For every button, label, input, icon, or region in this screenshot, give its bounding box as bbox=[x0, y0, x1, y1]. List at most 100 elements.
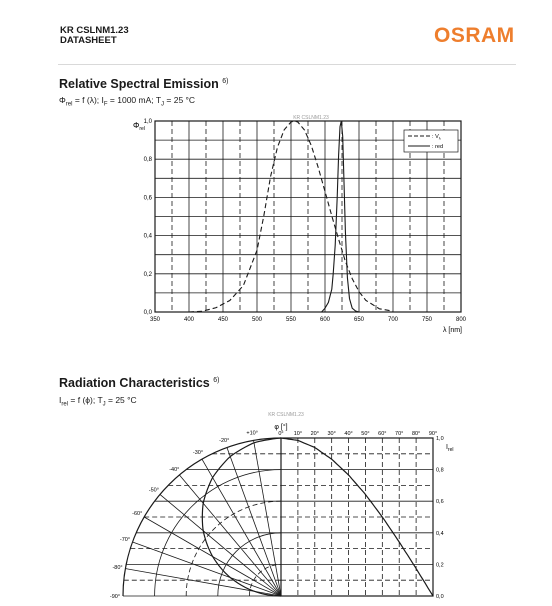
radiation-footnote-ref: 6) bbox=[213, 376, 220, 384]
polar-spoke bbox=[201, 458, 282, 597]
radiation-grid bbox=[122, 437, 434, 597]
legend-v-label-sub: λ bbox=[439, 136, 441, 141]
spectral-formula-end: = 25 °C bbox=[164, 95, 196, 105]
polar-circle-arc bbox=[154, 469, 282, 597]
spectral-formula-prefix-sub: rel bbox=[65, 101, 73, 108]
spectral-formula-prefix: Φ bbox=[59, 95, 66, 105]
legend-v-label: : Vλ bbox=[432, 134, 441, 141]
radiation-left-angle-label: -80° bbox=[112, 565, 122, 571]
spectral-legend: : Vλ : red bbox=[403, 129, 459, 153]
spectral-x-tick-label: 600 bbox=[320, 317, 331, 323]
spectral-x-tick-label: 550 bbox=[286, 317, 297, 323]
radiation-top-angle-label: 0° bbox=[278, 431, 283, 437]
product-name: KR CSLNM1.23 bbox=[60, 25, 129, 36]
radiation-top-angle-label: 40° bbox=[344, 431, 352, 437]
radiation-formula-temp-sub: J bbox=[102, 401, 106, 408]
spectral-footnote-ref: 6) bbox=[222, 77, 229, 85]
spectral-y-tick-label: 0,2 bbox=[144, 272, 153, 278]
spectral-section-title: Relative Spectral Emission 6) bbox=[59, 77, 229, 91]
radiation-title-text: Radiation Characteristics bbox=[59, 376, 210, 390]
radiation-y-axis-label: Irel bbox=[446, 444, 454, 453]
radiation-formula-prefix: I bbox=[59, 395, 62, 405]
radiation-left-angle-label: -20° bbox=[219, 438, 229, 444]
radiation-y-label-main: I bbox=[446, 444, 448, 451]
spectral-x-tick-label: 700 bbox=[388, 317, 399, 323]
spectral-x-tick-label: 750 bbox=[422, 317, 433, 323]
radiation-tick-labels: +10° -20° -30° -40° -50° -60° -70° -80° -90° 0° 10… bbox=[110, 431, 444, 600]
radiation-y-label-sub: rel bbox=[448, 447, 454, 453]
spectral-formula: Φrel = f (λ); IF = 1000 mA; TJ = 25 °C bbox=[59, 95, 195, 108]
radiation-formula: Irel = f (ϕ); TJ = 25 °C bbox=[59, 395, 137, 408]
spectral-formula-tail: = 1000 mA; T bbox=[107, 95, 162, 105]
radiation-left-angle-label: -70° bbox=[120, 537, 130, 543]
spectral-y-tick-label: 1,0 bbox=[144, 119, 153, 125]
radiation-top-angle-label: 50° bbox=[361, 431, 369, 437]
spectral-x-tick-label: 400 bbox=[184, 317, 195, 323]
radiation-top-angle-label: 10° bbox=[294, 431, 302, 437]
spectral-x-tick-label: 650 bbox=[354, 317, 365, 323]
spectral-formula-middle: = f (λ); I bbox=[72, 95, 104, 105]
radiation-top-angle-label: 20° bbox=[311, 431, 319, 437]
spectral-y-axis-label: Φrel bbox=[133, 121, 145, 132]
polar-spoke bbox=[179, 474, 282, 597]
spectral-formula-temp-sub: J bbox=[161, 101, 165, 108]
radiation-left-angle-label: -30° bbox=[193, 450, 203, 456]
spectral-x-tick-label: 350 bbox=[150, 317, 161, 323]
spectral-y-tick-label: 0,6 bbox=[144, 195, 153, 201]
radiation-y-tick-label: 0,0 bbox=[436, 594, 444, 600]
polar-spoke bbox=[253, 440, 282, 597]
header-divider bbox=[58, 64, 516, 65]
radiation-top-angle-label: 80° bbox=[412, 431, 420, 437]
radiation-top-angle-label: 60° bbox=[378, 431, 386, 437]
spectral-grid bbox=[154, 120, 462, 313]
radiation-y-tick-label: 0,8 bbox=[436, 468, 444, 474]
radiation-formula-end: = 25 °C bbox=[105, 395, 137, 405]
radiation-y-tick-label: 1,0 bbox=[436, 436, 444, 442]
radiation-y-tick-label: 0,4 bbox=[436, 531, 444, 537]
radiation-formula-prefix-sub: rel bbox=[61, 401, 69, 408]
polar-spoke bbox=[159, 494, 282, 597]
radiation-watermark: KR CSLNM1.23 bbox=[268, 412, 304, 418]
radiation-left-angle-label: -60° bbox=[132, 511, 142, 517]
radiation-left-angle-label: -50° bbox=[149, 487, 159, 493]
spectral-y-label-main: Φ bbox=[133, 121, 139, 130]
series-red-line bbox=[321, 120, 360, 313]
spectral-x-tick-label: 800 bbox=[456, 317, 467, 323]
radiation-top-angle-label: 70° bbox=[395, 431, 403, 437]
spectral-title-text: Relative Spectral Emission bbox=[59, 77, 219, 91]
radiation-y-tick-label: 0,6 bbox=[436, 499, 444, 505]
radiation-left-angle-label: +10° bbox=[246, 431, 258, 437]
radiation-top-angle-label: 90° bbox=[429, 431, 437, 437]
polar-circle-arc bbox=[122, 437, 282, 597]
spectral-y-tick-label: 0,4 bbox=[144, 234, 153, 240]
radiation-linear-curve bbox=[280, 437, 434, 597]
polar-circle-arc bbox=[185, 500, 282, 597]
document-type: DATASHEET bbox=[60, 35, 117, 46]
spectral-y-tick-label: 0,8 bbox=[144, 157, 153, 163]
spectral-formula-current-sub: F bbox=[103, 101, 108, 108]
spectral-watermark: KR CSLNM1.23 bbox=[293, 115, 329, 121]
spectral-y-tick-label: 0,0 bbox=[144, 310, 153, 316]
spectral-x-axis-label: λ [nm] bbox=[443, 327, 462, 334]
radiation-angle-label: φ [°] bbox=[274, 423, 287, 431]
radiation-formula-rest: = f (ϕ); T bbox=[68, 395, 103, 405]
radiation-polar-curve bbox=[201, 437, 282, 597]
radiation-left-angle-label: -40° bbox=[169, 467, 179, 473]
spectral-y-label-sub: rel bbox=[139, 126, 145, 132]
series-v-lambda-line bbox=[188, 120, 394, 313]
radiation-left-angle-label: -90° bbox=[110, 594, 120, 600]
document-header-title: KR CSLNM1.23 DATASHEET bbox=[60, 26, 129, 46]
legend-red-label: : red bbox=[432, 144, 443, 150]
legend-v-label-main: V bbox=[435, 134, 439, 140]
polar-spoke bbox=[132, 541, 282, 597]
radiation-section-title: Radiation Characteristics 6) bbox=[59, 376, 219, 390]
spectral-x-tick-label: 500 bbox=[252, 317, 263, 323]
radiation-top-angle-label: 30° bbox=[328, 431, 336, 437]
osram-logo: OSRAM bbox=[434, 24, 515, 47]
polar-spoke bbox=[226, 447, 282, 597]
radiation-y-tick-label: 0,2 bbox=[436, 562, 444, 568]
polar-circle-arc bbox=[217, 532, 282, 597]
spectral-tick-labels: 350 400 450 500 550 600 650 700 750 800 0,0 0,2 0,4 0… bbox=[144, 119, 467, 323]
